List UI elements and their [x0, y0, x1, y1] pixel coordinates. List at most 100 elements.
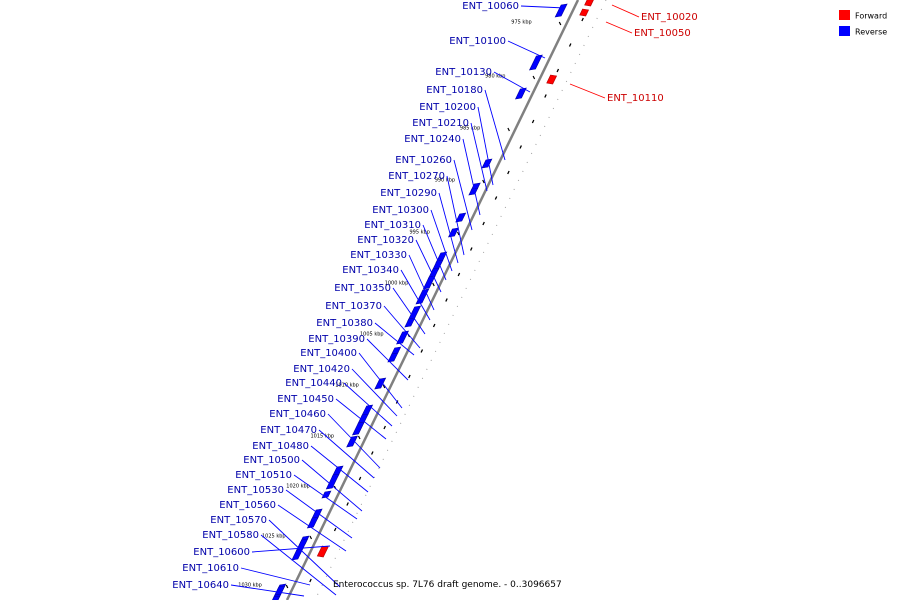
reverse-gene-glyph[interactable]: [325, 473, 340, 490]
gene-label[interactable]: ENT_10570: [210, 515, 267, 526]
gene-label[interactable]: ENT_10510: [235, 470, 292, 481]
gene-label[interactable]: ENT_10440: [285, 378, 342, 389]
gene-leader-line: [301, 459, 363, 512]
gene-label[interactable]: ENT_10020: [641, 12, 698, 23]
gene-label[interactable]: ENT_10210: [412, 118, 469, 129]
reverse-gene-glyph[interactable]: [554, 3, 568, 18]
kbp-tick-label: 995 kbp: [410, 230, 430, 236]
gene-label[interactable]: ENT_10050: [634, 28, 691, 39]
gene-leader-line: [470, 122, 488, 192]
reverse-gene-glyph[interactable]: [447, 227, 459, 238]
gene-label[interactable]: ENT_10390: [308, 334, 365, 345]
gene-leader-line: [415, 239, 442, 293]
minor-tick: [544, 94, 547, 98]
reverse-gene-glyph[interactable]: [271, 595, 281, 600]
gene-leader-line: [484, 89, 506, 161]
gene-label[interactable]: ENT_10320: [357, 235, 414, 246]
legend-reverse-label: Reverse: [855, 28, 887, 37]
minor-tick: [507, 170, 510, 175]
minor-tick: [556, 68, 560, 73]
reverse-gene-glyph[interactable]: [306, 516, 319, 529]
gene-leader-line: [318, 429, 375, 479]
minor-tick: [333, 527, 337, 532]
kbp-tick-mark: [357, 435, 361, 440]
reverse-gene-glyph[interactable]: [274, 585, 286, 596]
gene-label[interactable]: ENT_10460: [269, 409, 326, 420]
gene-label[interactable]: ENT_10290: [380, 188, 437, 199]
gene-label[interactable]: ENT_10060: [462, 1, 519, 12]
kbp-tick-label: 1015 kbp: [311, 434, 335, 440]
forward-gene-glyph[interactable]: [316, 545, 329, 558]
gene-label[interactable]: ENT_10110: [607, 93, 664, 104]
reverse-gene-glyph[interactable]: [415, 288, 430, 305]
kbp-tick-mark: [456, 231, 460, 236]
gene-leader-line: [293, 474, 358, 520]
gene-leader-line: [605, 21, 633, 34]
minor-tick: [371, 451, 374, 455]
gene-leader-line: [569, 83, 606, 99]
kbp-tick-label: 1005 kbp: [360, 332, 384, 338]
gene-label[interactable]: ENT_10640: [172, 580, 229, 591]
reverse-gene-glyph[interactable]: [346, 435, 359, 448]
reverse-gene-glyph[interactable]: [455, 212, 467, 223]
minor-tick: [581, 17, 584, 22]
gene-features: [271, 0, 594, 600]
kbp-tick-label: 980 kbp: [485, 74, 505, 80]
gene-leader-line: [422, 224, 447, 281]
reverse-gene-glyph[interactable]: [387, 352, 399, 363]
gene-label[interactable]: ENT_10350: [334, 283, 391, 294]
gene-label[interactable]: ENT_10260: [395, 155, 452, 166]
gene-labels: ENT_10020 ENT_10050 ENT_10060 ENT_10100 ENT_…: [172, 1, 698, 597]
gene-leader-line: [240, 567, 311, 586]
reverse-gene-glyph[interactable]: [396, 330, 410, 345]
gene-label[interactable]: ENT_10480: [252, 441, 309, 452]
minor-tick: [420, 349, 424, 353]
gene-label[interactable]: ENT_10560: [219, 500, 276, 511]
forward-gene-glyph[interactable]: [579, 8, 590, 17]
reverse-gene-glyph[interactable]: [422, 275, 436, 290]
reverse-gene-glyph[interactable]: [528, 54, 543, 71]
gene-label[interactable]: ENT_10380: [316, 318, 373, 329]
reverse-gene-glyph[interactable]: [468, 187, 479, 196]
forward-gene-glyph[interactable]: [584, 0, 594, 7]
gene-label[interactable]: ENT_10530: [227, 485, 284, 496]
reverse-gene-glyph[interactable]: [374, 377, 387, 390]
gene-label[interactable]: ENT_10470: [260, 425, 317, 436]
gene-label[interactable]: ENT_10100: [449, 36, 506, 47]
gene-label[interactable]: ENT_10330: [350, 250, 407, 261]
gene-label[interactable]: ENT_10340: [342, 265, 399, 276]
gene-leader-line: [493, 71, 531, 93]
gene-label[interactable]: ENT_10610: [182, 563, 239, 574]
gene-label[interactable]: ENT_10420: [293, 364, 350, 375]
reverse-gene-glyph[interactable]: [514, 87, 527, 100]
gene-label[interactable]: ENT_10450: [277, 394, 334, 405]
gene-label[interactable]: ENT_10240: [404, 134, 461, 145]
gene-label[interactable]: ENT_10200: [419, 102, 476, 113]
gene-label[interactable]: ENT_10370: [325, 301, 382, 312]
kbp-tick-mark: [382, 384, 386, 389]
gene-leader-line: [408, 254, 435, 311]
forward-gene-glyph[interactable]: [546, 74, 558, 85]
gene-label[interactable]: ENT_10500: [243, 455, 300, 466]
gene-leader-line: [366, 338, 409, 381]
reverse-gene-glyph[interactable]: [391, 346, 402, 355]
gene-leader-line: [260, 534, 337, 596]
kbp-tick-label: 1025 kbp: [262, 534, 286, 540]
reverse-gene-glyph[interactable]: [481, 158, 493, 169]
gene-label[interactable]: ENT_10310: [364, 220, 421, 231]
gene-label[interactable]: ENT_10180: [426, 85, 483, 96]
kbp-ticks: 975 kbp 980 kbp 985 kbp 990 kbp 995 kbp 1000 …: [238, 20, 562, 589]
gene-label[interactable]: ENT_10400: [300, 348, 357, 359]
gene-label[interactable]: ENT_10130: [435, 67, 492, 78]
reverse-gene-glyph[interactable]: [351, 421, 365, 436]
gene-label[interactable]: ENT_10300: [372, 205, 429, 216]
gene-label[interactable]: ENT_10580: [202, 530, 259, 541]
gene-leader-line: [251, 545, 331, 553]
kbp-tick-mark: [532, 75, 536, 80]
gene-label[interactable]: ENT_10270: [388, 171, 445, 182]
reverse-gene-glyph[interactable]: [321, 490, 332, 499]
gene-label[interactable]: ENT_10600: [193, 547, 250, 558]
reverse-gene-glyph[interactable]: [404, 317, 416, 328]
reverse-gene-glyph[interactable]: [296, 538, 309, 551]
kbp-tick-mark: [558, 21, 562, 26]
